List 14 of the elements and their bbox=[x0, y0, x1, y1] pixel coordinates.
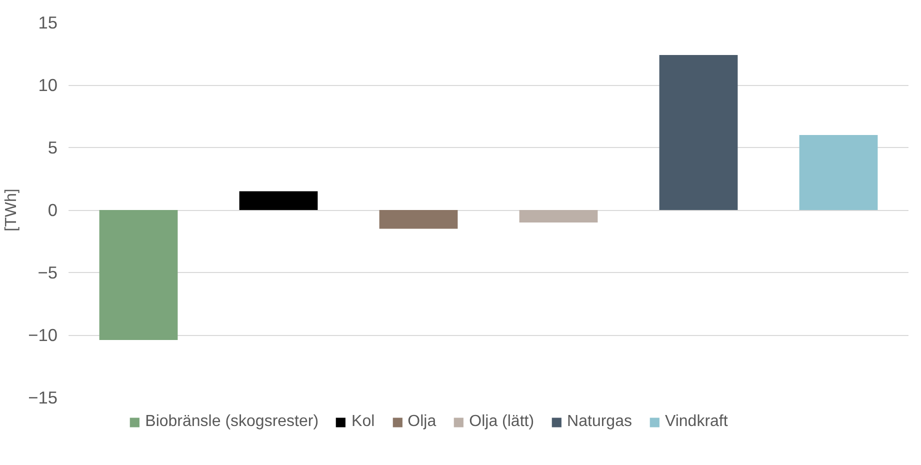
legend-label: Olja bbox=[408, 413, 436, 431]
y-tick-label: 15 bbox=[38, 12, 58, 32]
legend-label: Vindkraft bbox=[664, 413, 728, 431]
legend-label: Olja (lätt) bbox=[469, 413, 534, 431]
legend-label: Naturgas bbox=[567, 413, 632, 431]
y-tick-label: −5 bbox=[38, 262, 58, 282]
legend-label: Kol bbox=[352, 413, 375, 431]
legend-label: Biobränsle (skogsrester) bbox=[145, 413, 319, 431]
y-tick-label: −15 bbox=[28, 388, 58, 408]
y-tick-label: 0 bbox=[48, 200, 58, 220]
y-tick-label: 10 bbox=[38, 75, 58, 95]
y-axis-title: [TWh] bbox=[3, 188, 20, 232]
y-tick-label: 5 bbox=[48, 138, 58, 158]
y-tick-label: −10 bbox=[28, 325, 58, 345]
